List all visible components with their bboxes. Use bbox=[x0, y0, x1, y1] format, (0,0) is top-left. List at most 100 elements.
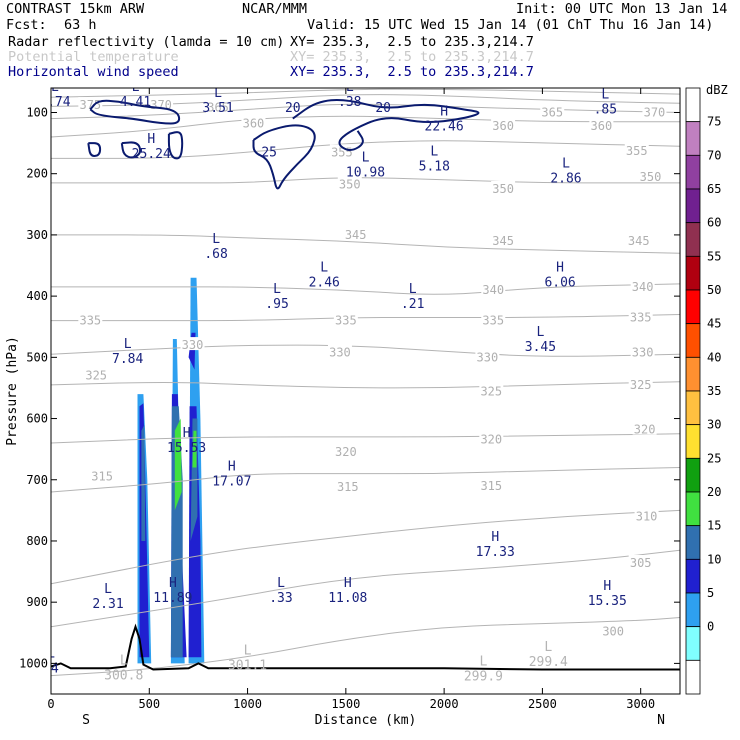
colorbar-level-label: 35 bbox=[707, 384, 721, 398]
theta-extremum-value: 301.1 bbox=[228, 658, 267, 673]
theta-contour-label: 365 bbox=[207, 101, 229, 115]
colorbar-level-label: 50 bbox=[707, 283, 721, 297]
theta-label-bg bbox=[624, 143, 649, 157]
theta-label-bg bbox=[479, 431, 504, 445]
valid-time: Valid: 15 UTC Wed 15 Jan 14 (01 ChT Thu … bbox=[307, 17, 714, 33]
theta-contour-label: 320 bbox=[480, 432, 502, 446]
wind-extremum-value: 15.53 bbox=[167, 441, 206, 456]
theta-label-bg bbox=[628, 555, 653, 569]
theta-contour-label: 310 bbox=[636, 509, 658, 523]
theta-label-bg bbox=[329, 144, 354, 158]
theta-contour-label: 335 bbox=[630, 311, 652, 325]
plot-frame bbox=[50, 87, 681, 695]
theta-label-bg bbox=[491, 181, 516, 194]
wind-extremum-value: 11.89 bbox=[153, 591, 192, 606]
theta-contour-label: 315 bbox=[480, 479, 502, 493]
theta-contour-335 bbox=[51, 314, 680, 322]
colorbar-level-label: 75 bbox=[707, 115, 721, 129]
theta-label-bg bbox=[540, 104, 565, 118]
x-tick-label: 3000 bbox=[626, 697, 655, 711]
wind-extremum-type: L bbox=[51, 80, 59, 95]
theta-contour-label: 360 bbox=[492, 119, 514, 133]
colorbar-swatch bbox=[685, 222, 701, 257]
wind-extremum-type: H bbox=[147, 132, 155, 147]
x-axis-label: Distance (km) bbox=[315, 713, 417, 728]
theta-contour-label: 330 bbox=[477, 350, 499, 364]
theta-label-bg bbox=[589, 117, 614, 131]
colorbar-level-label: 15 bbox=[707, 519, 721, 533]
theta-contour-label: 355 bbox=[626, 144, 648, 158]
wind-extremum-type: L bbox=[214, 86, 222, 101]
theta-label-bg bbox=[626, 233, 651, 247]
colorbar-swatch bbox=[685, 121, 701, 156]
wind-contour-20 bbox=[292, 99, 480, 151]
wind-extremum-value: 4.41 bbox=[120, 95, 151, 110]
theta-contour-355 bbox=[51, 140, 680, 159]
theta-contour-325 bbox=[51, 381, 680, 389]
field-2-name: Potential temperature bbox=[8, 49, 179, 65]
colorbar-swatch bbox=[685, 525, 701, 560]
theta-label-bg bbox=[84, 367, 109, 381]
theta-contour-label: 350 bbox=[492, 182, 514, 196]
theta-contour-300 bbox=[51, 617, 680, 677]
wind-extremum-value: 34 bbox=[43, 661, 59, 676]
theta-contour-label: 305 bbox=[630, 556, 652, 570]
colorbar-swatch bbox=[685, 659, 701, 695]
colorbar-swatch bbox=[685, 87, 701, 123]
theta-contour-label: 330 bbox=[182, 338, 204, 352]
wind-extremum-value: 2.86 bbox=[550, 172, 581, 187]
theta-label-bg bbox=[638, 168, 663, 182]
colorbar-level-label: 40 bbox=[707, 350, 721, 364]
theta-contour-label: 370 bbox=[644, 105, 666, 119]
wind-contour-25 bbox=[252, 124, 316, 190]
colorbar-unit: dBZ bbox=[706, 83, 728, 97]
theta-contour-label: 300 bbox=[602, 625, 624, 639]
theta-label-bg bbox=[206, 99, 231, 113]
colorbar-level-label: 55 bbox=[707, 249, 721, 263]
wind-extremum-value: 7.84 bbox=[112, 352, 143, 367]
theta-contour-label: 335 bbox=[482, 314, 504, 328]
theta-contour-label: 335 bbox=[79, 314, 101, 328]
wind-contour-20 bbox=[167, 131, 184, 160]
wind-extremum-value: .85 bbox=[594, 102, 617, 117]
theta-contour-375 bbox=[51, 88, 680, 98]
wind-extremum-type: L bbox=[47, 646, 55, 661]
wind-extremum-type: H bbox=[228, 460, 236, 475]
wind-contour-label: 25 bbox=[261, 145, 277, 160]
theta-contour-label: 340 bbox=[482, 283, 504, 297]
theta-extremum-type: L bbox=[120, 654, 128, 669]
colorbar-level-label: 20 bbox=[707, 485, 721, 499]
y-tick-label: 400 bbox=[26, 289, 48, 303]
theta-extremum-type: L bbox=[244, 643, 252, 658]
theta-label-bg bbox=[337, 176, 362, 190]
wind-extremum-value: 17.33 bbox=[476, 545, 515, 560]
wind-contour-label: 20 bbox=[375, 101, 391, 116]
theta-label-bg bbox=[333, 312, 358, 326]
field-3-xy: XY= 235.3, 2.5 to 235.3,214.7 bbox=[290, 64, 534, 80]
colorbar-level-label: 0 bbox=[707, 620, 714, 634]
theta-contour-label: 350 bbox=[339, 178, 361, 192]
wind-extremum-type: L bbox=[320, 261, 328, 276]
colorbar-swatch bbox=[685, 188, 701, 224]
theta-extremum-type: L bbox=[480, 654, 488, 669]
wind-extremum-type: H bbox=[556, 261, 564, 276]
theta-extremum-type: L bbox=[544, 640, 552, 655]
wind-extremum-type: H bbox=[440, 105, 448, 120]
field-1-xy: XY= 235.3, 2.5 to 235.3,214.7 bbox=[290, 34, 534, 50]
wind-contour-label: 20 bbox=[285, 101, 301, 116]
wind-extremum-value: 2.46 bbox=[309, 276, 340, 291]
theta-label-bg bbox=[343, 226, 368, 240]
y-tick-label: 1000 bbox=[19, 656, 48, 670]
y-tick-label: 900 bbox=[26, 595, 48, 609]
theta-contour-label: 320 bbox=[634, 423, 656, 437]
theta-extremum-value: 300.8 bbox=[104, 669, 143, 684]
wind-extremum-type: L bbox=[601, 87, 609, 102]
theta-contour-label: 325 bbox=[85, 369, 107, 383]
model-name: CONTRAST 15km ARW bbox=[6, 1, 145, 17]
wind-extremum-value: .38 bbox=[338, 95, 361, 110]
colorbar-swatch bbox=[685, 558, 701, 594]
wind-extremum-type: L bbox=[562, 157, 570, 172]
colorbar-level-label: 25 bbox=[707, 451, 721, 465]
colorbar-swatch bbox=[685, 356, 701, 392]
